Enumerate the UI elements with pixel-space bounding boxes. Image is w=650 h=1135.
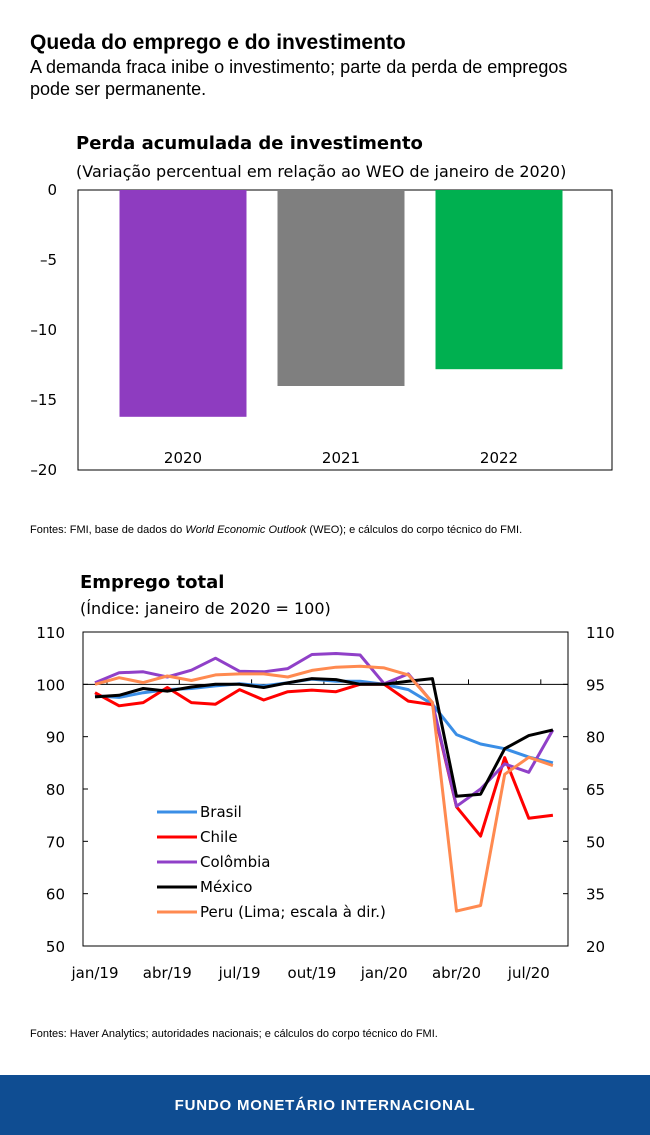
right-y-tick-label: 35: [586, 886, 605, 904]
bar-y-tick-label: –20: [30, 461, 57, 479]
legend-label: Brasil: [200, 803, 242, 821]
x-tick-label: abr/19: [143, 964, 192, 982]
footer-brand: FUNDO MONETÁRIO INTERNACIONAL: [0, 1075, 650, 1135]
left-y-tick-label: 70: [46, 833, 65, 851]
page-title: Queda do emprego e do investimento: [30, 31, 406, 54]
x-tick-label: jan/19: [70, 964, 118, 982]
bar-2022: [435, 190, 563, 370]
x-tick-label: abr/20: [432, 964, 481, 982]
bar-chart-title: Perda acumulada de investimento: [76, 133, 423, 154]
right-y-tick-label: 110: [586, 624, 615, 642]
left-y-tick-label: 100: [36, 676, 65, 694]
bar-2021: [277, 190, 405, 386]
left-y-tick-label: 60: [46, 886, 65, 904]
sources-text: Fontes: FMI, base de dados do: [30, 524, 186, 536]
charts-canvas: 0 –5 –10 –15 –20 2020 2021 2022 110 100 90 80 70 60 50…: [30, 181, 615, 982]
series-line-3: [94, 677, 554, 798]
legend-label: México: [200, 878, 252, 896]
right-y-tick-label: 50: [586, 833, 605, 851]
line-chart-title: Emprego total: [80, 572, 225, 593]
right-y-tick-label: 65: [586, 781, 605, 799]
left-y-tick-label: 50: [46, 938, 65, 956]
left-y-tick-label: 110: [36, 624, 65, 642]
bar-y-tick-label: 0: [47, 181, 57, 199]
right-y-tick-label: 95: [586, 676, 605, 694]
x-tick-label: jul/19: [218, 964, 261, 982]
right-y-tick-label: 20: [586, 938, 605, 956]
bar-chart-sources: Fontes: FMI, base de dados do World Econ…: [30, 524, 522, 536]
x-tick-label: out/19: [288, 964, 337, 982]
bar-y-tick-label: –15: [30, 391, 57, 409]
line-chart-sources: Fontes: Haver Analytics; autoridades nac…: [30, 1028, 438, 1040]
bar-category-label: 2021: [322, 449, 360, 467]
bar-category-label: 2020: [164, 449, 202, 467]
sources-text: (WEO); e cálculos do corpo técnico do FM…: [306, 524, 523, 536]
line-chart-subtitle: (Índice: janeiro de 2020 = 100): [80, 599, 331, 618]
left-y-tick-label: 90: [46, 729, 65, 747]
legend-label: Chile: [200, 828, 238, 846]
x-tick-label: jul/20: [507, 964, 550, 982]
series-line-4: [94, 664, 554, 913]
bar-chart-subtitle: (Variação percentual em relação ao WEO d…: [76, 162, 567, 181]
x-tick-label: jan/20: [360, 964, 408, 982]
bar-category-label: 2022: [480, 449, 518, 467]
legend-label: Peru (Lima; escala à dir.): [200, 903, 386, 921]
page-subtitle: A demanda fraca inibe o investimento; pa…: [30, 57, 568, 99]
sources-italic: World Economic Outlook: [185, 524, 307, 536]
legend-label: Colômbia: [200, 853, 271, 871]
bar-2020: [119, 190, 247, 417]
bar-y-tick-label: –5: [40, 251, 57, 269]
right-y-tick-label: 80: [586, 729, 605, 747]
left-y-tick-label: 80: [46, 781, 65, 799]
bar-y-tick-label: –10: [30, 321, 57, 339]
